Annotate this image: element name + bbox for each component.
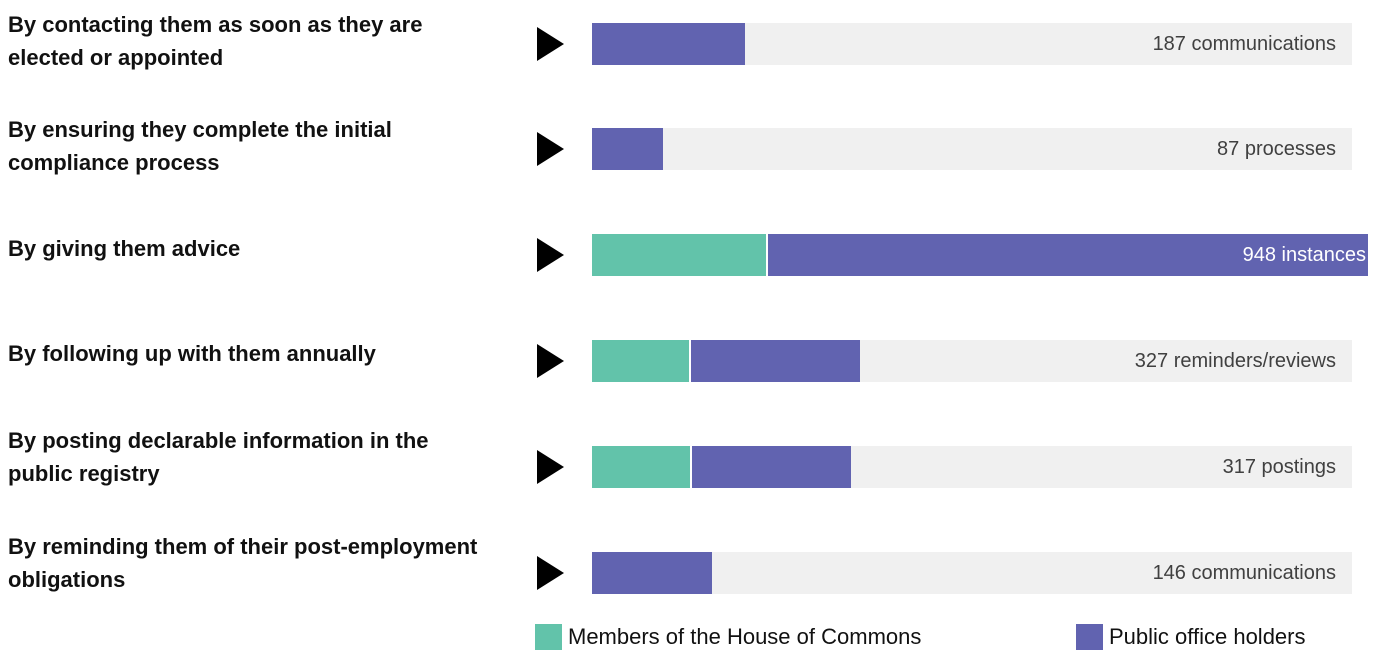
- bar-segment-public-office-holders: [592, 552, 712, 594]
- row-arrow-icon: [537, 344, 564, 378]
- row-arrow-icon: [537, 238, 564, 272]
- bar-segment-public-office-holders: [592, 128, 664, 170]
- legend-label-members: Members of the House of Commons: [568, 624, 922, 649]
- row-arrow-icon: [537, 27, 564, 61]
- bar-track: [592, 128, 1352, 170]
- category-label: By following up with them annually: [8, 341, 376, 366]
- bar-total-label: 327 reminders/reviews: [1134, 350, 1336, 372]
- category-label: By contacting them as soon as they are e…: [8, 12, 423, 70]
- bar-segment-public-office-holders: [690, 446, 852, 488]
- legend-label-public-office-holders: Public office holders: [1109, 624, 1306, 649]
- bar-segment-members: [592, 340, 690, 382]
- category-label: By reminding them of their post-employme…: [8, 534, 478, 592]
- legend-swatch-members: [535, 624, 562, 650]
- row-arrow-icon: [537, 132, 564, 166]
- bar-track: [592, 234, 1368, 276]
- bar-segment-members: [592, 446, 691, 488]
- bar-segment-public-office-holders: [766, 234, 1368, 276]
- bar-track: [592, 446, 1352, 488]
- bar-track: [592, 340, 1352, 382]
- bar-segment-public-office-holders: [592, 23, 746, 65]
- bar-total-label: 948 instances: [1242, 244, 1366, 266]
- bar-segment-members: [592, 234, 767, 276]
- category-label: By giving them advice: [8, 236, 241, 261]
- legend-item-public-office-holders: Public office holders: [1076, 624, 1306, 650]
- row-arrow-icon: [537, 556, 564, 590]
- category-label: By ensuring they complete the initial co…: [8, 117, 392, 175]
- legend-item-members: Members of the House of Commons: [535, 624, 921, 650]
- bar-segment-public-office-holders: [689, 340, 860, 382]
- row-arrow-icon: [537, 450, 564, 484]
- bar-track: [592, 552, 1352, 594]
- bar-total-label: 146 communications: [1152, 562, 1336, 584]
- legend-swatch-public-office-holders: [1076, 624, 1103, 650]
- bar-track: [592, 23, 1352, 65]
- category-label: By posting declarable information in the…: [8, 428, 429, 486]
- bar-total-label: 87 processes: [1217, 138, 1336, 160]
- bar-total-label: 317 postings: [1222, 456, 1336, 478]
- bar-total-label: 187 communications: [1152, 33, 1336, 55]
